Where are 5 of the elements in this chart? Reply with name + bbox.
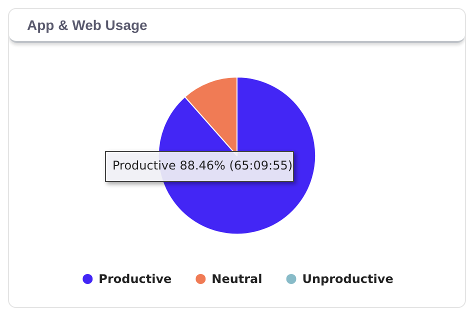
legend-label: Unproductive (302, 272, 394, 286)
legend-label: Neutral (212, 272, 262, 286)
text: Productive 88.46% (65:09:55) (112, 158, 293, 172)
chart-title: App & Web Usage (9, 9, 465, 43)
legend-label: Productive (98, 272, 172, 286)
